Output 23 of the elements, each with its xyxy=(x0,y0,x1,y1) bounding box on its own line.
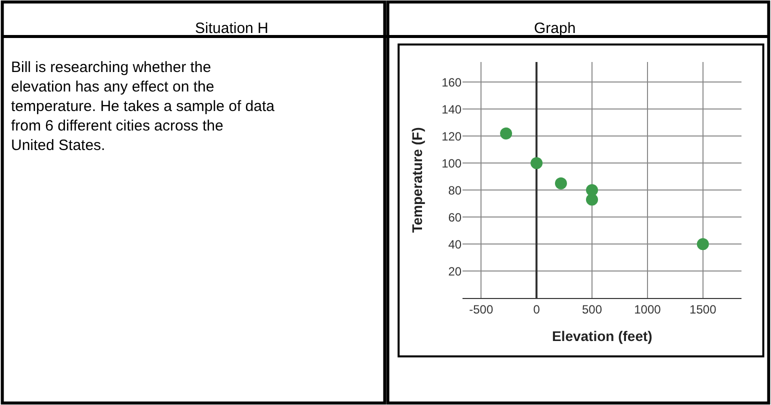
x-tick-label: 1500 xyxy=(690,302,717,316)
y-tick-label: 100 xyxy=(442,156,462,170)
point xyxy=(586,194,598,206)
point xyxy=(554,177,567,190)
y-tick-label: 140 xyxy=(442,102,462,116)
point xyxy=(500,127,512,140)
y-tick-label: 60 xyxy=(448,210,462,224)
x-tick-label: 500 xyxy=(582,302,602,316)
y-tick-label: 80 xyxy=(448,183,462,198)
text: Bill is researching whether the elevation has any effect on the temperature. He takes a sample of data from 6 different cities across the United States. xyxy=(11,59,276,154)
point xyxy=(530,157,543,170)
y-tick-label: 20 xyxy=(448,264,462,278)
x-tick-label: 1000 xyxy=(634,302,662,316)
x-axis-title: Elevation (feet) xyxy=(552,328,652,344)
chart-title: Graph xyxy=(534,20,576,37)
y-axis-title: Temperature (F) xyxy=(409,127,426,233)
y-tick-label: 160 xyxy=(442,75,462,90)
x-tick-label: -500 xyxy=(469,302,494,316)
y-tick-label: 120 xyxy=(442,129,462,144)
point xyxy=(696,238,709,250)
text: Situation H xyxy=(195,20,268,37)
y-tick-label: 40 xyxy=(448,237,462,252)
x-tick-label: 0 xyxy=(533,302,540,316)
